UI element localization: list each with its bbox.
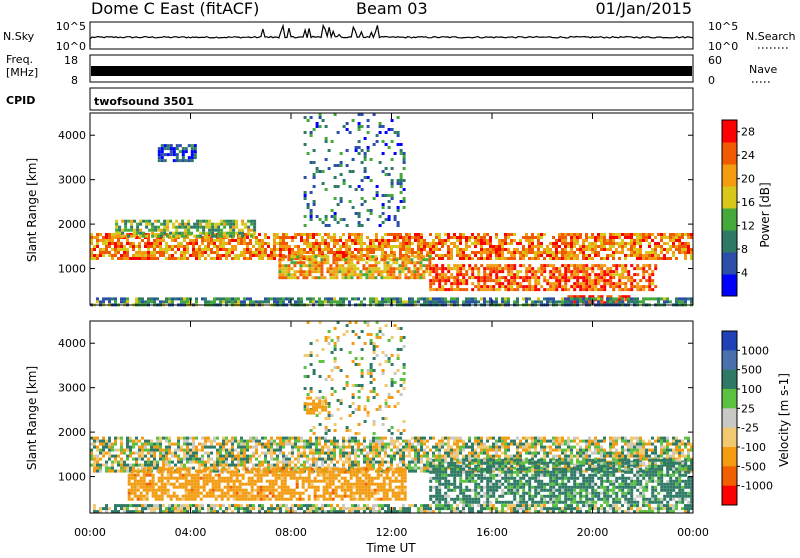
x-axis-label: Time UT [365,541,416,554]
velocity-colorbar-segment [722,447,737,467]
velocity-colorbar-segment [722,370,737,390]
nsearch-label: N.Search [746,30,796,43]
power-ylabel: Slant Range [km] [25,158,39,262]
freq-tick-top: 18 [64,54,78,67]
echo-band-4 [304,321,406,435]
power-colorbar-label: Power [dB] [758,182,772,247]
velocity-colorbar-segment [722,350,737,370]
freq-tick-bottom: 8 [71,74,78,87]
cpid-value: twofsound 3501 [94,95,194,108]
nave-tick-top: 60 [708,54,722,67]
velocity-colorbar-tick: 500 [741,364,762,377]
y-tick-label: 1000 [58,263,86,276]
velocity-ylabel: Slant Range [km] [25,366,39,470]
cpid-label: CPID [6,94,35,107]
y-tick-label: 3000 [58,174,86,187]
x-tick-label: 16:00 [476,526,508,539]
nsky-tick-top: 10^5 [56,20,86,33]
echo-band-1 [128,468,407,501]
power-colorbar-segment [722,274,737,297]
power-colorbar-segment [722,186,737,209]
velocity-colorbar-tick: 1000 [741,344,769,357]
power-colorbar-segment [722,120,737,143]
freq-unit-label: [MHz] [6,66,38,79]
velocity-panel: 1000 2000 3000 4000 [58,321,693,513]
velocity-colorbar-tick: 25 [741,402,755,415]
velocity-data [90,321,693,513]
date-label: 01/Jan/2015 [595,0,692,18]
nsky-tick-bottom: 10^0 [56,40,86,53]
x-tick-label: 00:00 [74,526,106,539]
power-colorbar-tick: 4 [741,267,748,280]
y-tick-label: 2000 [58,218,86,231]
y-tick-label: 1000 [58,471,86,484]
nave-label: Nave [749,63,777,76]
nsky-trace [90,25,693,47]
power-colorbar-tick: 28 [741,126,755,139]
station-title: Dome C East (fitACF) [91,0,259,18]
velocity-colorbar-tick: -1000 [741,480,773,493]
power-colorbar-tick: 20 [741,173,755,186]
nsky-line [90,25,693,47]
power-colorbar: 4 8 12 16 20 24 28 [722,120,755,297]
y-tick-label: 4000 [58,129,86,142]
power-colorbar-segment [722,252,737,275]
freq-label: Freq. [6,53,33,66]
y-tick-label: 3000 [58,382,86,395]
x-tick-label: 00:00 [677,526,709,539]
freq-band [91,66,692,76]
power-data [90,113,693,306]
velocity-colorbar-segment [722,486,737,506]
x-tick-label: 12:00 [376,526,408,539]
velocity-colorbar-tick: -100 [741,441,766,454]
echo-band-3 [93,504,693,513]
power-colorbar-segment [722,208,737,231]
x-tick-label: 20:00 [577,526,609,539]
nsearch-tick-top: 10^5 [708,20,738,33]
velocity-colorbar-segment [722,408,737,428]
power-colorbar-tick: 24 [741,149,755,162]
nsearch-tick-bottom: 10^0 [708,40,738,53]
nsky-label: N.Sky [3,30,35,43]
velocity-colorbar-segment [722,466,737,486]
power-colorbar-segment [722,142,737,165]
velocity-colorbar-tick: 100 [741,383,762,396]
velocity-colorbar-label: Velocity [m s-1] [777,373,791,467]
velocity-colorbar-tick: -500 [741,460,766,473]
power-colorbar-tick: 16 [741,196,755,209]
x-tick-label: 04:00 [175,526,207,539]
power-colorbar-tick: 12 [741,220,755,233]
velocity-colorbar-segment [722,428,737,448]
nave-tick-bottom: 0 [708,74,715,87]
freq-panel [90,55,693,82]
velocity-colorbar-tick: -25 [741,422,759,435]
y-tick-label: 4000 [58,337,86,350]
echo-band-3 [429,264,657,291]
x-axis-ticks: 00:00 04:00 08:00 12:00 16:00 20:00 00:00 [74,526,709,539]
echo-band-5 [306,397,327,415]
echo-band-6 [304,113,406,227]
nsky-panel [90,22,693,49]
beam-label: Beam 03 [356,0,428,18]
velocity-colorbar: 1000 500 100 25 -25 -100 -500 -1000 [722,331,773,506]
power-colorbar-segment [722,230,737,253]
echo-band-7 [158,144,197,162]
y-tick-label: 2000 [58,426,86,439]
velocity-colorbar-segment [722,389,737,409]
power-panel: 1000 2000 3000 4000 [58,113,693,306]
x-tick-label: 08:00 [275,526,307,539]
velocity-colorbar-segment [722,331,737,351]
power-colorbar-tick: 8 [741,243,748,256]
power-colorbar-segment [722,164,737,187]
